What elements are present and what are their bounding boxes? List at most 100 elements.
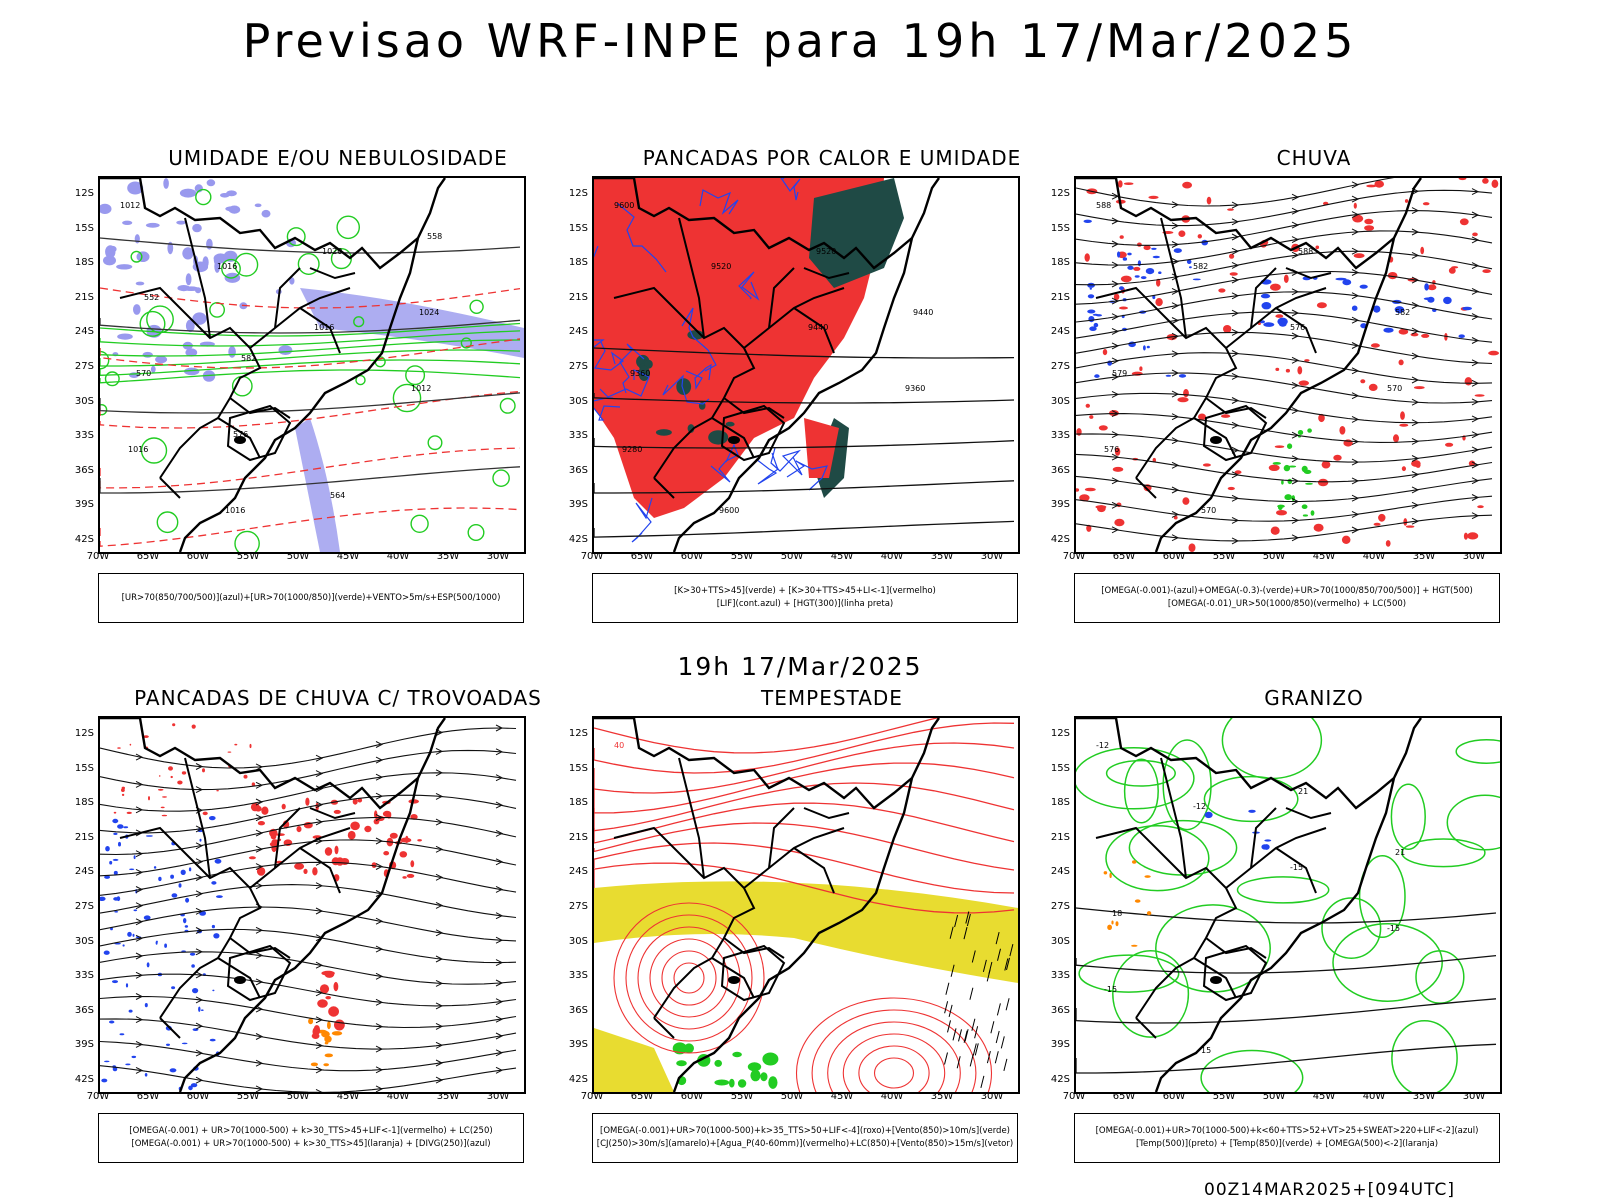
low-level-humidity-contour	[100, 404, 108, 416]
instability-cell	[327, 1021, 331, 1030]
wind-850-area	[714, 1079, 730, 1086]
streamline-vortex	[625, 914, 753, 1042]
wind-vector	[1003, 1058, 1008, 1072]
thunderstorm-cell	[256, 867, 266, 876]
rain-cell	[1387, 272, 1398, 280]
strong-omega-cell	[1278, 504, 1283, 511]
streamline-arrow	[495, 774, 504, 782]
humidity-patch	[185, 319, 195, 333]
divergence-cell	[189, 952, 196, 956]
lon-tick-label: 55W	[1212, 1091, 1236, 1102]
lat-tick-label: 27S	[74, 901, 94, 912]
thunderstorm-cell	[216, 790, 219, 792]
streamline-850	[594, 782, 1015, 832]
divergence-cell	[188, 867, 192, 872]
omega-cell	[1087, 309, 1096, 314]
rain-cell	[1173, 515, 1178, 520]
thunderstorm-cell	[251, 782, 256, 787]
lon-tick-label: 65W	[1112, 1091, 1136, 1102]
wind-850-area	[768, 1076, 778, 1089]
low-level-humidity-contour	[499, 397, 516, 414]
streamline	[100, 861, 517, 896]
thunderstorm-cell	[294, 863, 305, 870]
streamline-arrow	[495, 858, 504, 866]
rain-cell	[1178, 230, 1186, 237]
contour-label: 1016	[217, 262, 237, 271]
streamline-arrow	[1411, 207, 1420, 215]
streamline-arrow	[255, 882, 264, 890]
streamline	[100, 772, 517, 812]
rain-cell	[1444, 333, 1448, 341]
thunderstorm-cell	[160, 806, 165, 809]
map-area: 1012 1016 1016 1012 1016 1016 1020 1024 570 576 56…	[98, 176, 526, 554]
streamline-arrow	[1231, 537, 1240, 545]
rain-cell	[1276, 510, 1287, 516]
instability-cell	[310, 1062, 318, 1067]
lon-tick-label: 35W	[930, 551, 954, 562]
streamline-arrow	[1291, 455, 1300, 463]
rain-cell	[1360, 379, 1366, 384]
lagoon-marker	[1210, 976, 1222, 984]
instability-cell	[324, 1053, 333, 1058]
contour-label: 9520	[711, 262, 731, 271]
rain-cell	[1400, 411, 1405, 420]
omega-cell	[1134, 275, 1140, 278]
lat-tick-label: 39S	[74, 499, 94, 511]
rain-cell	[1393, 434, 1399, 443]
contour-label: -15	[1290, 863, 1303, 872]
divergence-cell	[170, 874, 174, 879]
streamline-arrow	[1351, 510, 1360, 518]
country-borders	[613, 217, 850, 499]
streamline-vortex	[661, 950, 717, 1006]
thunderstorm-cell	[117, 747, 121, 749]
divergence-cell	[125, 1063, 131, 1066]
thunderstorm-cell	[202, 768, 205, 773]
streamline-arrow	[435, 979, 444, 987]
divergence-cell	[191, 964, 195, 968]
streamline-arrow	[195, 842, 204, 850]
streamline-arrow	[1171, 201, 1180, 209]
rain-cell	[1182, 181, 1192, 189]
contour-label: 588	[1298, 247, 1313, 256]
streamline-vortex	[858, 1045, 930, 1092]
lat-tick-label: 33S	[74, 430, 94, 442]
divergence-cell	[112, 858, 119, 861]
humidity-patch	[179, 188, 197, 198]
divergence-cell	[132, 933, 135, 937]
temp850-contour	[1415, 950, 1465, 1004]
streamline-arrow	[1231, 471, 1240, 479]
thunderstorm-cell	[261, 806, 269, 815]
humidity-patch	[254, 203, 262, 208]
lat-tick-label: 33S	[1050, 970, 1070, 982]
lon-tick-label: 30W	[980, 1091, 1004, 1102]
main-title: Previsao WRF-INPE para 19h 17/Mar/2025	[242, 14, 1358, 68]
low-level-humidity-contour	[467, 524, 485, 542]
low-level-humidity-contour	[234, 530, 260, 552]
divergence-cell	[166, 1043, 170, 1046]
omega-cell	[1335, 277, 1347, 281]
rain-cell	[1270, 283, 1281, 291]
streamline-arrow	[1111, 297, 1120, 305]
thunderstorm-cell	[328, 1006, 339, 1017]
rain-cell	[1405, 525, 1415, 528]
lon-tick-label: 50W	[1262, 1091, 1286, 1102]
thickness-contour	[100, 447, 521, 489]
lon-tick-label: 50W	[1262, 551, 1286, 562]
lon-tick-label: 40W	[386, 551, 410, 562]
lat-tick-label: 42S	[1050, 534, 1070, 545]
lat-tick-label: 39S	[568, 1039, 588, 1051]
panel-title: GRANIZO	[1264, 686, 1364, 710]
streamline-arrow	[315, 1042, 324, 1050]
rain-cell	[1123, 182, 1134, 185]
instability-patch	[655, 429, 672, 436]
thunderstorm-cell	[243, 774, 248, 779]
humidity-patch	[135, 281, 145, 286]
streamline-arrow	[1111, 261, 1120, 269]
divergence-cell	[131, 1055, 137, 1059]
low-level-humidity-contour	[492, 469, 510, 488]
lon-tick-label: 60W	[680, 1091, 704, 1102]
rain-cell	[1085, 403, 1090, 408]
humidity-patch	[176, 220, 186, 225]
panel-chuva: CHUVA 588 582 576 570 576 570 588 582 579 12S 15S 18…	[1051, 146, 1564, 646]
omega-cell	[1383, 327, 1394, 333]
